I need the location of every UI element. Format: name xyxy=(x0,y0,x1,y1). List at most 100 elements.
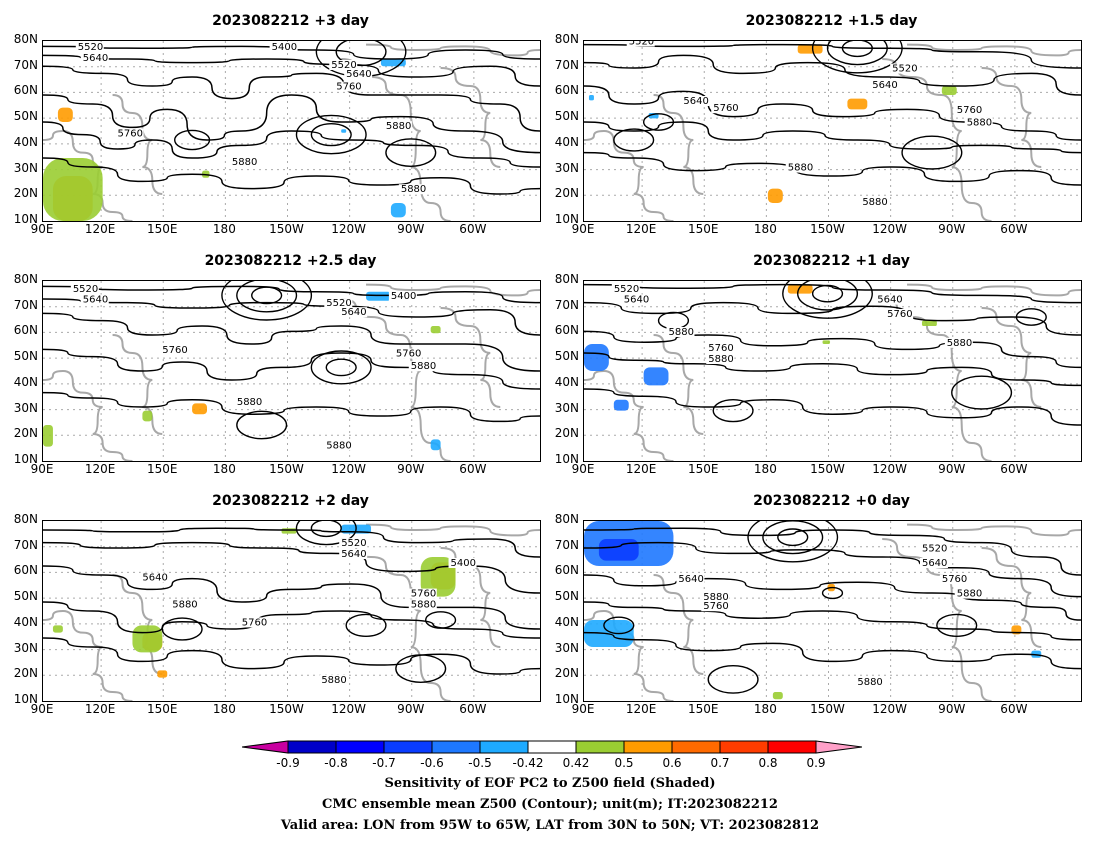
contour-label: 5520 xyxy=(331,60,356,71)
lat-tick-label: 40N xyxy=(13,134,38,149)
contour-label-bg xyxy=(448,558,477,568)
map-panel: 5520 5640 5520 5400 5640 5760 5760 5880 5880 5880 xyxy=(42,280,541,462)
coastline xyxy=(653,94,704,195)
contour-label: 5400 xyxy=(391,291,416,302)
lat-tick-label: 80N xyxy=(554,32,579,46)
caption-line-1: Sensitivity of EOF PC2 to Z500 field (Sh… xyxy=(384,776,716,791)
coastline xyxy=(341,298,451,461)
contour-label: 5760 xyxy=(713,103,738,114)
z500-contour xyxy=(826,41,888,66)
contour-label-bg xyxy=(919,558,948,568)
z500-contour xyxy=(707,665,759,694)
contour-label-bg xyxy=(408,599,437,610)
contour-label-bg xyxy=(706,343,735,354)
contour-label: 5760 xyxy=(242,617,267,628)
colorbar xyxy=(242,740,862,754)
sensitivity-shading xyxy=(43,425,53,447)
lon-tick-label: 180 xyxy=(212,222,236,236)
z500-contour xyxy=(236,281,298,313)
lon-tick-label: 180 xyxy=(753,222,777,236)
sensitivity-shading xyxy=(52,625,63,633)
sensitivity-shading xyxy=(822,340,831,344)
sensitivity-shading xyxy=(142,410,153,422)
lon-tick-label: 120E xyxy=(84,702,116,716)
colorbar-segment xyxy=(719,740,769,754)
lat-tick-label: 10N xyxy=(554,692,579,706)
coastline xyxy=(112,334,163,435)
contour-label-bg xyxy=(964,117,993,128)
sensitivity-shading xyxy=(584,344,609,371)
lat-tick-label: 70N xyxy=(554,537,579,552)
z500-contour xyxy=(395,654,447,683)
coastline xyxy=(907,523,1081,537)
lon-tick-label: 180 xyxy=(753,702,777,716)
map-panel: 5520 5640 5520 5640 5760 5760 5880 5880 5880 xyxy=(583,40,1082,222)
lat-tick-label: 20N xyxy=(554,426,579,441)
contour-label-bg xyxy=(860,196,889,207)
lat-tick-label: 40N xyxy=(13,614,38,629)
lon-tick-label: 60W xyxy=(1000,222,1028,236)
lat-tick-label: 20N xyxy=(13,666,38,681)
contour-label: 5640 xyxy=(142,572,167,583)
z500-contour xyxy=(584,601,1081,641)
sensitivity-shading xyxy=(588,95,594,101)
contour-label-bg xyxy=(408,361,437,372)
z500-contour xyxy=(584,43,1081,69)
z500-contour xyxy=(584,541,1081,598)
lat-tick-label: 70N xyxy=(13,537,38,552)
coastline xyxy=(440,67,501,168)
z500-contour xyxy=(43,94,540,154)
z500-contour xyxy=(951,375,1013,410)
contour-label-bg xyxy=(939,574,968,585)
contour-label: 5880 xyxy=(957,589,982,600)
lat-tick-label: 40N xyxy=(554,614,579,629)
z500-contour xyxy=(584,283,1081,304)
contour-label: 5640 xyxy=(872,80,897,91)
z500-contour xyxy=(43,348,540,390)
contour-label-bg xyxy=(706,354,735,364)
z500-contour xyxy=(811,41,903,74)
coastline xyxy=(882,58,992,221)
contour-label: 5640 xyxy=(683,96,708,107)
contour-label: 5880 xyxy=(857,677,882,688)
panel-title: 2023082212 +2 day xyxy=(212,493,369,509)
z500-contour xyxy=(43,65,540,132)
lat-tick-label: 40N xyxy=(13,374,38,389)
z500-contour xyxy=(782,281,873,319)
contour-label-bg xyxy=(80,52,109,63)
contour-label-bg xyxy=(785,162,814,173)
colorbar-tick-label: -0.5 xyxy=(468,756,492,770)
lon-tick-label: 150W xyxy=(269,462,304,476)
lat-tick-label: 60N xyxy=(13,323,38,338)
z500-contour xyxy=(797,281,859,311)
contour-label: 5640 xyxy=(341,549,366,560)
z500-contour xyxy=(584,151,1081,186)
z500-contour xyxy=(584,54,1081,96)
z500-contour xyxy=(310,521,342,538)
colorbar-tick-label: -0.42 xyxy=(512,756,544,770)
lat-tick-label: 50N xyxy=(13,349,38,364)
lon-tick-label: 90W xyxy=(938,462,966,476)
lon-tick-label: 90E xyxy=(571,462,595,476)
contour-label: 5880 xyxy=(411,599,436,610)
contour-label: 5640 xyxy=(922,558,947,569)
contour-label-bg xyxy=(870,79,899,90)
colorbar-segment xyxy=(623,740,673,754)
sensitivity-shading xyxy=(941,86,957,95)
lat-tick-label: 80N xyxy=(13,512,38,526)
panel-title: 2023082212 +0 day xyxy=(753,493,910,509)
coastline xyxy=(440,307,501,408)
panel-title: 2023082212 +3 day xyxy=(212,13,369,29)
z500-contour xyxy=(613,128,655,152)
sensitivity-shading xyxy=(772,692,783,700)
contour-label-bg xyxy=(234,397,263,408)
z500-contour xyxy=(901,135,963,170)
z500-contour xyxy=(43,157,540,195)
lat-tick-label: 70N xyxy=(13,297,38,312)
lon-tick-label: 90W xyxy=(938,702,966,716)
sensitivity-shading xyxy=(57,107,73,122)
lat-tick-label: 50N xyxy=(554,349,579,364)
contour-label-bg xyxy=(626,41,655,47)
contour-label-bg xyxy=(319,675,348,685)
